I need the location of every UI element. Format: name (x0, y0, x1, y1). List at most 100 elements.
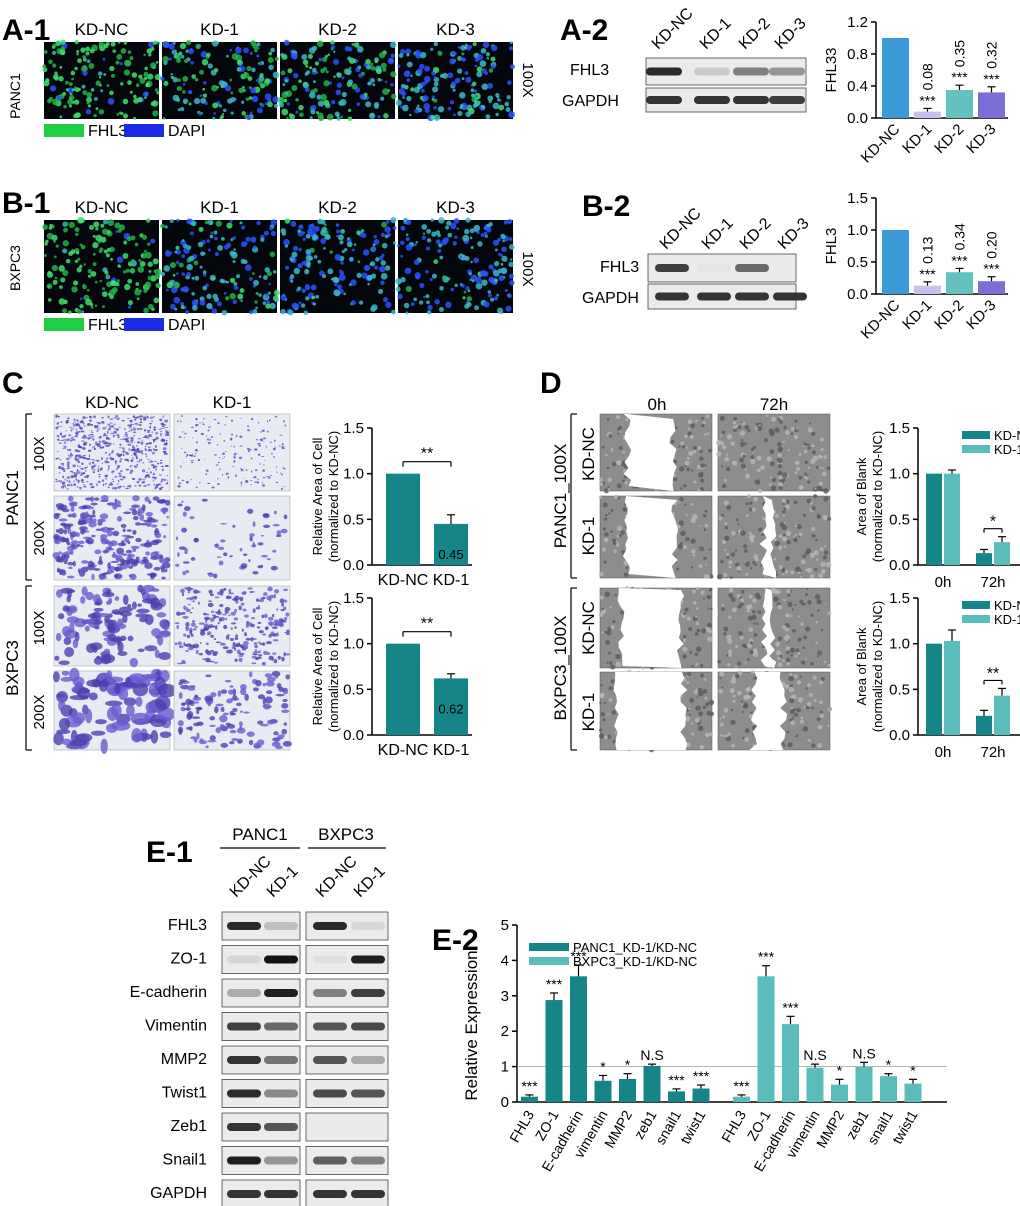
col-label-b1: KD-1 (200, 198, 239, 217)
cell-dot (199, 299, 206, 306)
cell-dot (224, 280, 228, 284)
texture-dot (695, 705, 701, 711)
cell-blob (231, 433, 234, 436)
cell-dot (429, 277, 433, 281)
cell-dot (58, 298, 66, 305)
blot-a2-fhl3-band-3 (733, 67, 769, 76)
texture-dot (803, 635, 807, 640)
texture-dot (790, 706, 794, 710)
texture-dot (725, 552, 729, 556)
cell-dot (447, 232, 453, 238)
cell-dot (491, 64, 496, 69)
cell-dot (247, 76, 253, 81)
blot-e1-panc1-Vimentin-band-2 (264, 1022, 298, 1031)
cell-blob (190, 426, 194, 428)
cell-blob (84, 466, 88, 469)
texture-dot (598, 481, 604, 487)
texture-dot (806, 474, 809, 477)
texture-dot (673, 473, 677, 477)
cell-blob (178, 645, 184, 649)
cell-dot (497, 98, 501, 102)
cell-dot (188, 218, 193, 223)
cell-blob (104, 615, 110, 624)
cell-blob (281, 443, 284, 446)
chart-d-bxpc3-ylabel-2: (normalized to KD-NC) (870, 601, 885, 732)
cell-blob (59, 442, 62, 445)
cell-dot (480, 48, 487, 54)
cell-dot (111, 73, 116, 78)
cell-dot (178, 262, 184, 268)
cell-dot (70, 249, 76, 255)
cell-dot (189, 231, 194, 236)
cell-dot (384, 226, 391, 233)
cell-blob (125, 487, 129, 490)
chart-b2-xtick-label: KD-2 (931, 297, 967, 333)
cell-dot (505, 305, 512, 312)
cell-blob (283, 467, 286, 470)
chart-c-panc1-bar-KD-NC (386, 473, 420, 565)
cell-dot (495, 112, 499, 117)
cell-dot (469, 278, 473, 282)
cell-dot (202, 285, 208, 291)
texture-dot (719, 415, 725, 421)
band-label-e1: ZO-1 (171, 951, 208, 968)
blot-e1-bxpc3-E-cadherin-band-1 (313, 989, 347, 997)
cell-dot (461, 57, 466, 62)
cell-dot (318, 115, 324, 122)
wound-gap (759, 496, 777, 578)
texture-dot (778, 486, 783, 490)
cell-blob (158, 630, 171, 638)
cell-dot (278, 102, 284, 108)
texture-dot (811, 743, 816, 748)
texture-dot (602, 527, 606, 531)
texture-dot (752, 451, 755, 454)
cell-blob (151, 628, 162, 637)
panel-label-e1: E-1 (146, 836, 193, 869)
cell-blob (283, 486, 285, 487)
cell-blob (178, 681, 183, 686)
chart-b2-ytick-label: 1.5 (847, 190, 868, 207)
cell-dot (126, 236, 132, 242)
chart-e2-xtick-label: snail1 (864, 1107, 896, 1147)
cell-blob (127, 437, 130, 439)
texture-dot (783, 425, 787, 430)
cell-blob (56, 569, 62, 573)
texture-dot (726, 453, 729, 456)
cell-dot (82, 55, 87, 60)
texture-dot (782, 744, 786, 747)
cell-dot (89, 224, 95, 231)
texture-dot (620, 530, 625, 535)
cell-blob (105, 442, 108, 445)
cell-blob (141, 458, 143, 460)
cell-dot (76, 52, 80, 56)
texture-dot (599, 693, 604, 699)
cell-dot (283, 239, 290, 246)
cell-blob (122, 476, 126, 479)
cell-blob (160, 567, 166, 573)
cell-dot (472, 42, 477, 47)
cell-blob (225, 722, 231, 726)
texture-dot (774, 540, 781, 547)
cell-dot (304, 87, 310, 93)
texture-dot (691, 732, 695, 736)
col-label-a1: KD-2 (318, 20, 357, 39)
cell-blob (158, 428, 162, 430)
texture-dot (618, 534, 622, 538)
cell-dot (320, 68, 325, 74)
col-label-a1: KD-1 (200, 20, 239, 39)
cell-blob (232, 642, 236, 647)
cell-blob (66, 484, 71, 487)
texture-dot (728, 649, 732, 654)
cell-blob (119, 478, 124, 481)
cell-blob (219, 457, 221, 459)
cell-blob (281, 728, 288, 735)
cell-dot (67, 87, 74, 94)
cell-dot (334, 282, 338, 287)
cell-blob (93, 445, 96, 447)
cell-blob (238, 456, 243, 460)
blot-e1-panc1-FHL3-band-1 (227, 922, 261, 930)
cell-blob (166, 431, 170, 434)
cell-blob (143, 485, 147, 487)
cell-blob (164, 450, 167, 454)
cell-blob (100, 738, 108, 755)
